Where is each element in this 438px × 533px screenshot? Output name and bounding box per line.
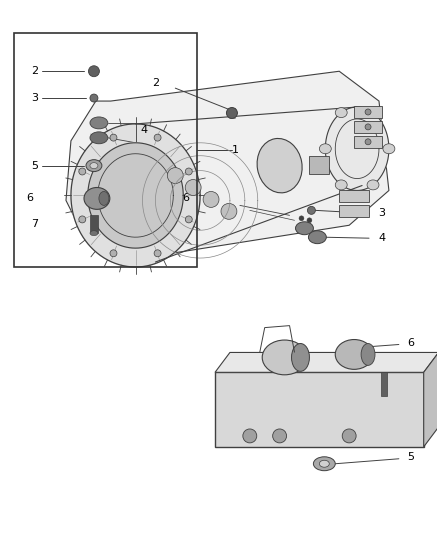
Polygon shape xyxy=(215,352,438,373)
Circle shape xyxy=(110,250,117,257)
Ellipse shape xyxy=(90,163,98,168)
Circle shape xyxy=(243,429,257,443)
Bar xyxy=(14,34,197,266)
Text: 3: 3 xyxy=(378,208,385,219)
Text: 7: 7 xyxy=(407,377,414,387)
Circle shape xyxy=(185,180,201,196)
Circle shape xyxy=(167,168,183,183)
Circle shape xyxy=(342,429,356,443)
Polygon shape xyxy=(88,143,183,248)
Text: 1: 1 xyxy=(232,145,239,155)
Circle shape xyxy=(88,66,99,77)
Circle shape xyxy=(221,204,237,219)
Circle shape xyxy=(365,124,371,130)
Circle shape xyxy=(307,218,312,223)
Ellipse shape xyxy=(90,231,98,236)
Circle shape xyxy=(273,429,286,443)
Text: 5: 5 xyxy=(407,452,414,462)
Circle shape xyxy=(203,191,219,207)
Circle shape xyxy=(154,134,161,141)
Ellipse shape xyxy=(335,108,347,118)
Text: 6: 6 xyxy=(26,193,33,204)
Text: 2: 2 xyxy=(152,78,159,88)
Bar xyxy=(90,215,98,233)
Circle shape xyxy=(307,206,315,214)
Text: 6: 6 xyxy=(182,193,189,204)
Ellipse shape xyxy=(257,139,302,193)
Ellipse shape xyxy=(296,222,314,235)
Polygon shape xyxy=(71,124,200,267)
Circle shape xyxy=(185,216,192,223)
Text: 4: 4 xyxy=(140,125,147,135)
Circle shape xyxy=(154,250,161,257)
Circle shape xyxy=(365,139,371,145)
Ellipse shape xyxy=(319,461,329,467)
Circle shape xyxy=(90,94,98,102)
Text: 4: 4 xyxy=(378,233,385,243)
Ellipse shape xyxy=(84,188,110,209)
Polygon shape xyxy=(66,71,389,255)
Ellipse shape xyxy=(86,160,102,172)
Circle shape xyxy=(79,216,86,223)
Bar xyxy=(339,190,369,203)
Ellipse shape xyxy=(292,343,309,372)
Ellipse shape xyxy=(335,340,373,369)
Text: 6: 6 xyxy=(407,337,414,348)
Text: 3: 3 xyxy=(31,93,38,103)
Ellipse shape xyxy=(308,231,326,244)
Ellipse shape xyxy=(262,340,307,375)
Bar xyxy=(354,106,382,118)
Bar xyxy=(215,373,424,447)
Ellipse shape xyxy=(90,132,108,144)
Ellipse shape xyxy=(335,180,347,190)
Circle shape xyxy=(110,134,117,141)
Circle shape xyxy=(226,108,237,118)
Circle shape xyxy=(299,216,304,221)
Ellipse shape xyxy=(367,108,379,118)
Ellipse shape xyxy=(361,343,375,365)
Polygon shape xyxy=(424,352,438,447)
Polygon shape xyxy=(325,107,389,190)
Circle shape xyxy=(79,168,86,175)
Ellipse shape xyxy=(383,144,395,154)
Bar xyxy=(354,136,382,148)
Bar xyxy=(381,373,387,396)
Ellipse shape xyxy=(367,180,379,190)
Ellipse shape xyxy=(99,191,109,205)
Ellipse shape xyxy=(319,144,331,154)
Text: 7: 7 xyxy=(31,219,38,229)
Ellipse shape xyxy=(314,457,335,471)
Ellipse shape xyxy=(90,117,108,129)
Circle shape xyxy=(365,109,371,115)
Text: 5: 5 xyxy=(31,160,38,171)
Bar xyxy=(339,205,369,217)
Circle shape xyxy=(185,168,192,175)
Text: 2: 2 xyxy=(31,66,38,76)
Bar xyxy=(309,156,329,174)
Bar xyxy=(354,121,382,133)
